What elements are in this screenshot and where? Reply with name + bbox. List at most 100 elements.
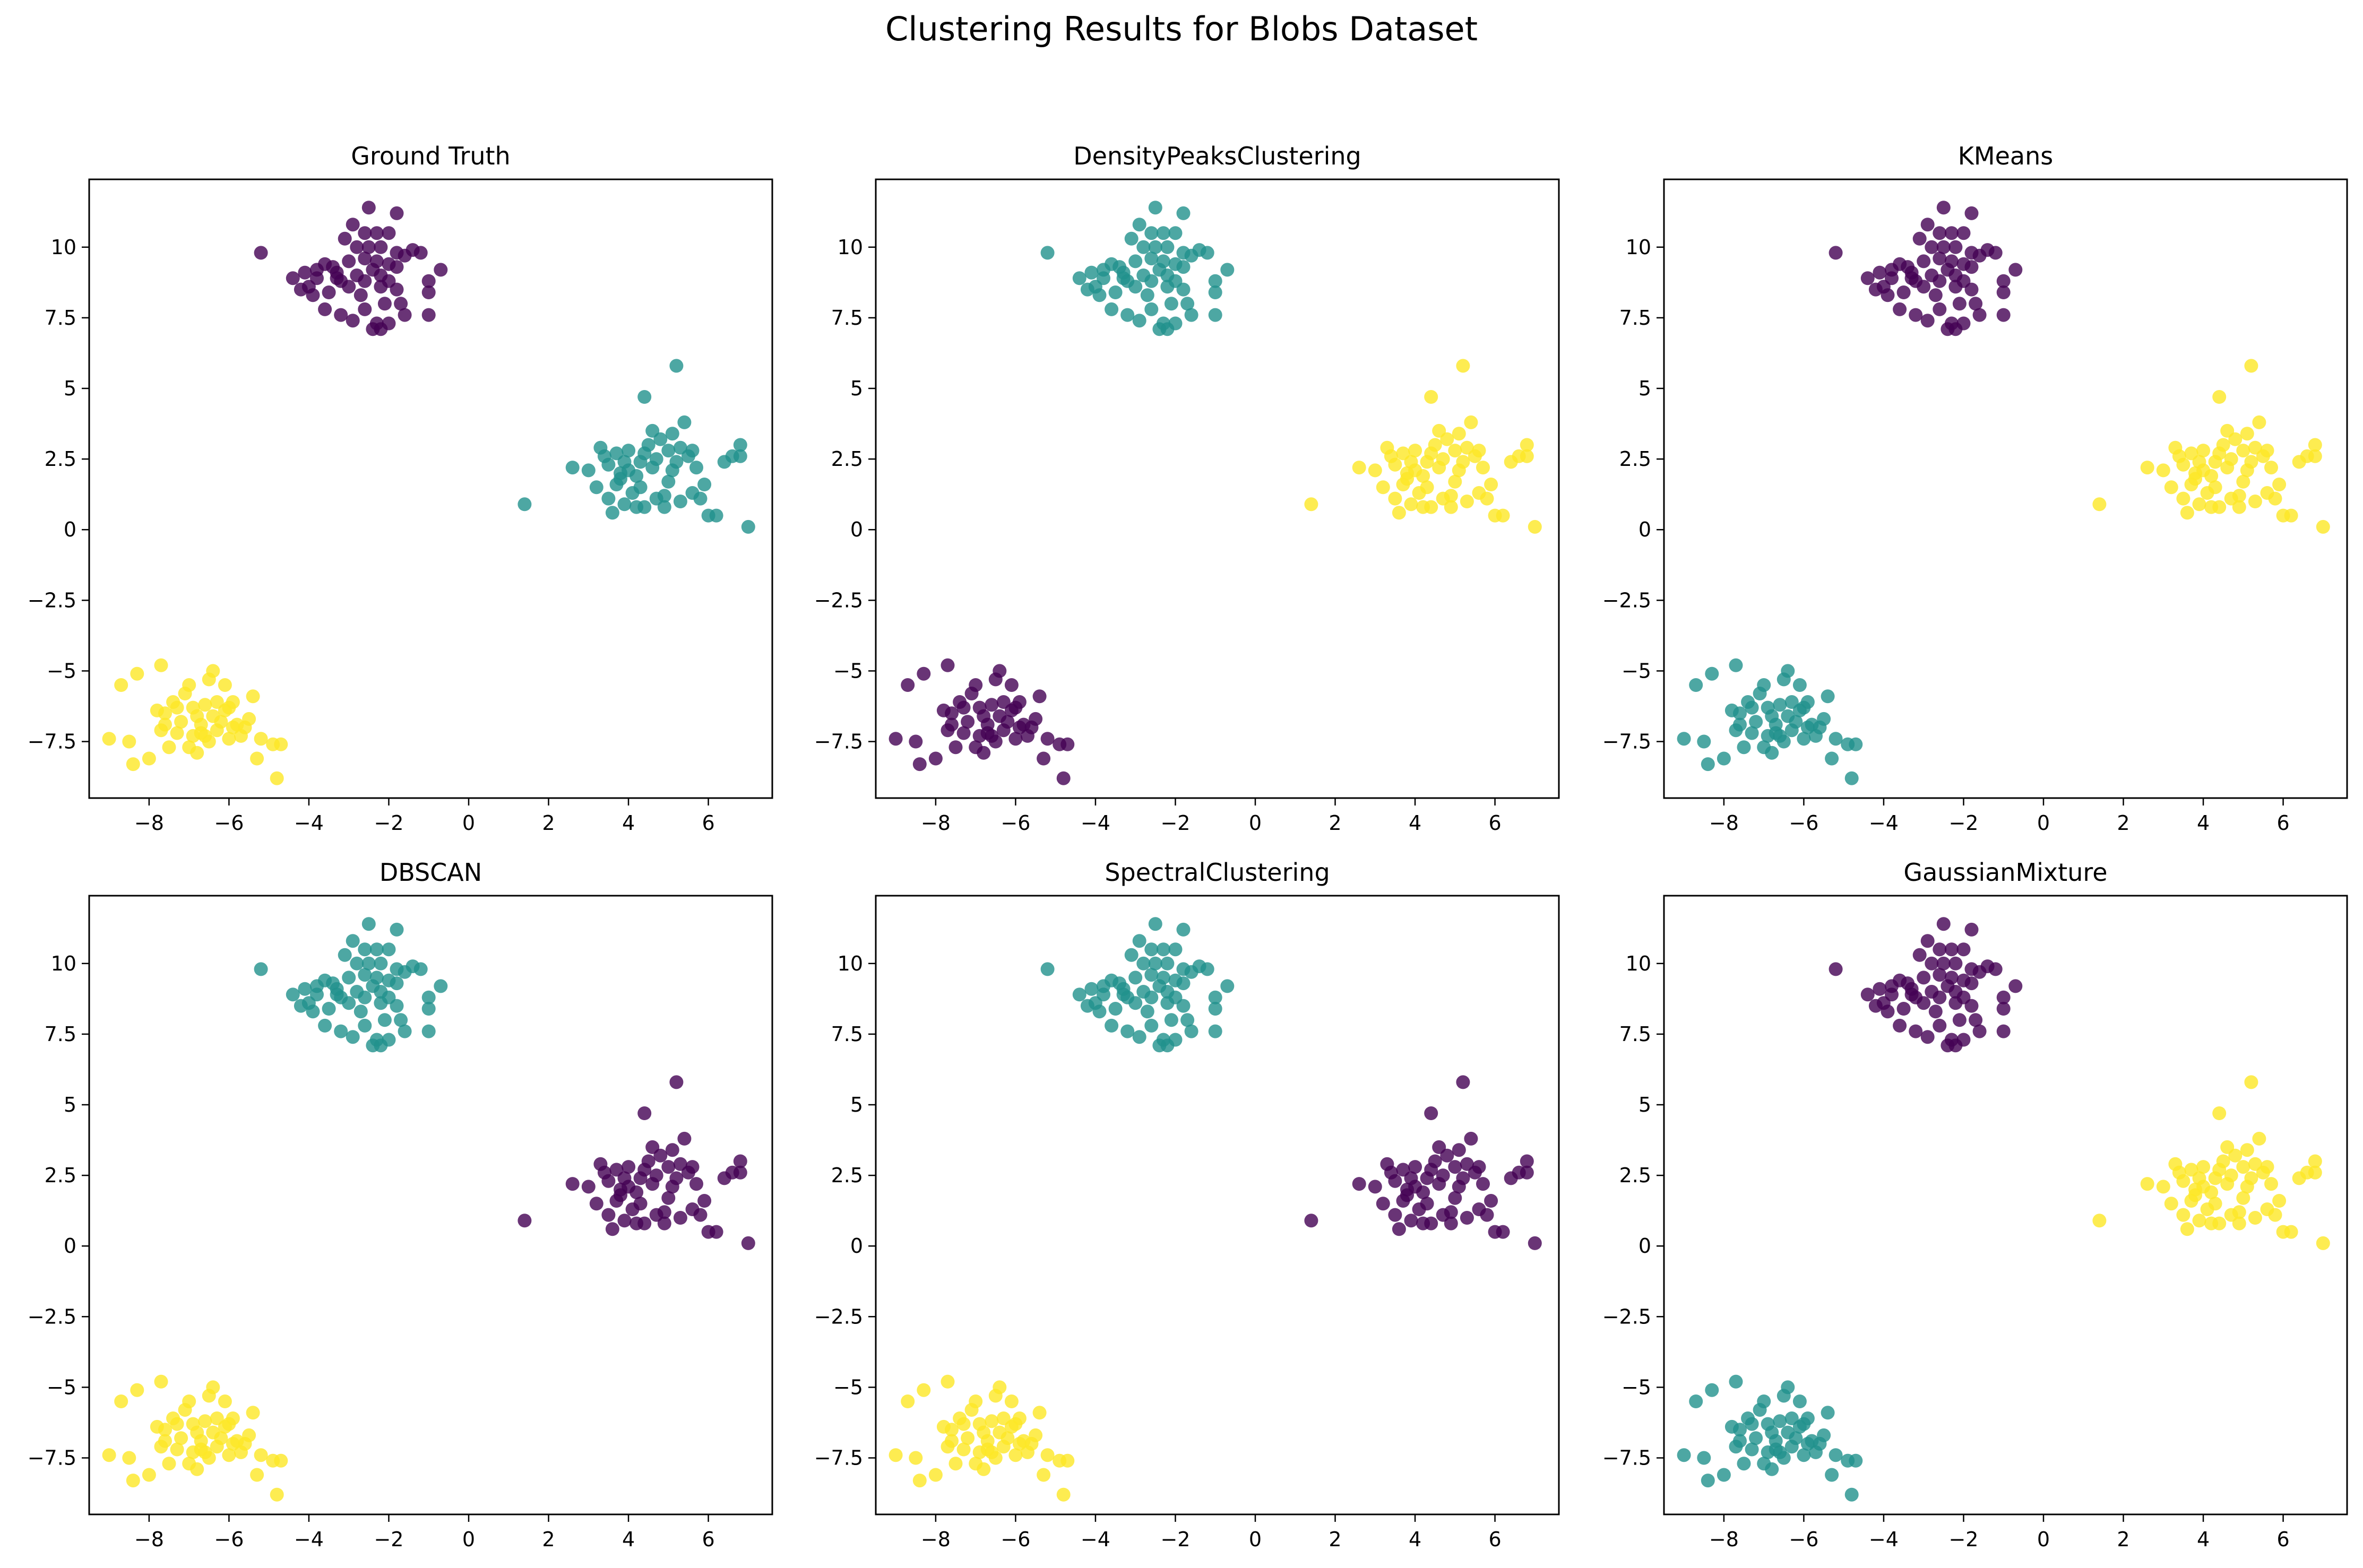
y-tick-label: −2.5 bbox=[814, 1305, 863, 1328]
data-point-bottom bbox=[972, 700, 987, 715]
data-point-bottom bbox=[1060, 1453, 1075, 1468]
data-point-bottom bbox=[158, 717, 172, 732]
data-point-top bbox=[1148, 956, 1162, 971]
data-point-bottom bbox=[1008, 732, 1023, 746]
data-point-right bbox=[2236, 1160, 2250, 1174]
data-point-bottom bbox=[114, 1394, 128, 1408]
data-point-top bbox=[1912, 231, 1927, 246]
data-point-top bbox=[1168, 226, 1183, 240]
data-point-bottom bbox=[993, 1380, 1007, 1394]
data-point-right bbox=[1444, 500, 1458, 514]
data-point-top bbox=[1896, 1002, 1911, 1016]
data-point-top bbox=[1144, 274, 1159, 288]
data-point-bottom bbox=[909, 1451, 923, 1465]
data-point-right bbox=[1436, 1168, 1450, 1183]
data-point-top bbox=[1936, 917, 1951, 931]
data-point-top bbox=[350, 956, 364, 971]
data-point-top bbox=[1904, 987, 1919, 1002]
data-point-top bbox=[1184, 308, 1198, 322]
data-point-top bbox=[1160, 240, 1175, 254]
x-tick-label: −4 bbox=[1869, 1528, 1899, 1551]
x-tick-label: 2 bbox=[542, 1528, 555, 1551]
data-point-top bbox=[318, 1018, 332, 1033]
y-tick-label: −5 bbox=[47, 659, 76, 682]
data-point-bottom bbox=[1701, 1474, 1715, 1488]
data-point-right bbox=[2164, 1197, 2178, 1211]
data-point-right bbox=[2244, 359, 2258, 373]
y-tick-label: 0 bbox=[850, 518, 863, 541]
data-point-right bbox=[733, 1165, 747, 1180]
data-point-top bbox=[1124, 948, 1139, 962]
data-point-right bbox=[1476, 461, 1490, 475]
data-point-top bbox=[1176, 206, 1191, 220]
y-tick-label: −5 bbox=[833, 1375, 863, 1399]
data-point-top bbox=[390, 976, 404, 991]
data-point-bottom bbox=[122, 734, 136, 749]
x-tick-label: 4 bbox=[1409, 1528, 1421, 1551]
y-tick-label: −7.5 bbox=[28, 730, 76, 753]
data-point-right bbox=[629, 500, 644, 514]
data-point-bottom bbox=[1761, 700, 1775, 715]
data-point-bottom bbox=[1032, 689, 1047, 704]
data-point-top bbox=[1084, 982, 1099, 996]
x-tick-label: −4 bbox=[1081, 811, 1110, 835]
data-point-bottom bbox=[222, 700, 236, 715]
data-point-top bbox=[394, 1013, 408, 1027]
data-point-bottom bbox=[170, 1417, 184, 1431]
y-tick-label: 7.5 bbox=[1619, 1023, 1651, 1046]
data-point-bottom bbox=[126, 1474, 140, 1488]
data-point-top bbox=[1885, 271, 1899, 285]
data-point-right bbox=[669, 359, 684, 373]
data-point-bottom bbox=[980, 1442, 995, 1457]
data-point-top bbox=[310, 271, 324, 285]
x-tick-label: −8 bbox=[134, 1528, 164, 1551]
data-point-bottom bbox=[1717, 1468, 1731, 1482]
data-point-bottom bbox=[1797, 700, 1811, 715]
data-point-top bbox=[1964, 976, 1979, 991]
data-point-top bbox=[1132, 218, 1146, 232]
axes-frame bbox=[875, 178, 1560, 799]
data-point-top bbox=[1160, 280, 1175, 294]
data-point-top bbox=[1184, 1024, 1198, 1038]
data-point-top bbox=[1933, 1018, 1947, 1033]
data-point-bottom bbox=[206, 1425, 220, 1440]
data-point-bottom bbox=[961, 715, 975, 729]
data-point-bottom bbox=[993, 1425, 1007, 1440]
data-point-bottom bbox=[1729, 1374, 1743, 1389]
data-point-right bbox=[733, 438, 747, 452]
data-point-bottom bbox=[274, 737, 288, 751]
data-point-bottom bbox=[154, 1374, 168, 1389]
data-point-top bbox=[1996, 1024, 2011, 1038]
x-tick-label: 4 bbox=[1409, 811, 1421, 835]
data-point-right bbox=[1304, 497, 1318, 512]
data-point-right bbox=[669, 1171, 684, 1185]
data-point-right bbox=[2196, 1180, 2211, 1194]
data-point-bottom bbox=[226, 720, 240, 734]
data-point-bottom bbox=[1037, 751, 1051, 766]
data-point-top bbox=[1893, 1018, 1907, 1033]
data-point-top bbox=[374, 280, 388, 294]
subplot-1: Ground Truth −8 −6 −4 −2 0 2 4 6 −7.5 −5 −2.5 0 2.5 5 7… bbox=[28, 142, 773, 835]
data-point-top bbox=[1116, 987, 1131, 1002]
data-point-bottom bbox=[158, 1434, 172, 1448]
data-point-top bbox=[390, 260, 404, 274]
data-point-top bbox=[398, 1024, 412, 1038]
data-point-bottom bbox=[1829, 1448, 1843, 1462]
data-point-top bbox=[1936, 240, 1951, 254]
data-point-bottom bbox=[948, 1457, 963, 1471]
y-tick-label: 5 bbox=[850, 377, 863, 400]
data-point-top bbox=[1220, 263, 1235, 277]
y-tick-label: 10 bbox=[838, 952, 863, 975]
data-point-right bbox=[1376, 480, 1390, 495]
data-point-top bbox=[1948, 956, 1963, 971]
x-tick-label: −2 bbox=[1160, 811, 1190, 835]
y-tick-label: 10 bbox=[1626, 952, 1651, 975]
data-point-top bbox=[1873, 982, 1887, 996]
data-point-bottom bbox=[246, 1406, 260, 1420]
data-point-bottom bbox=[1844, 771, 1859, 785]
x-tick-label: −6 bbox=[214, 1528, 244, 1551]
y-tick-label: 10 bbox=[51, 236, 76, 259]
data-point-top bbox=[1097, 271, 1110, 285]
data-point-bottom bbox=[210, 695, 224, 709]
subplot-title: Ground Truth bbox=[351, 142, 510, 170]
